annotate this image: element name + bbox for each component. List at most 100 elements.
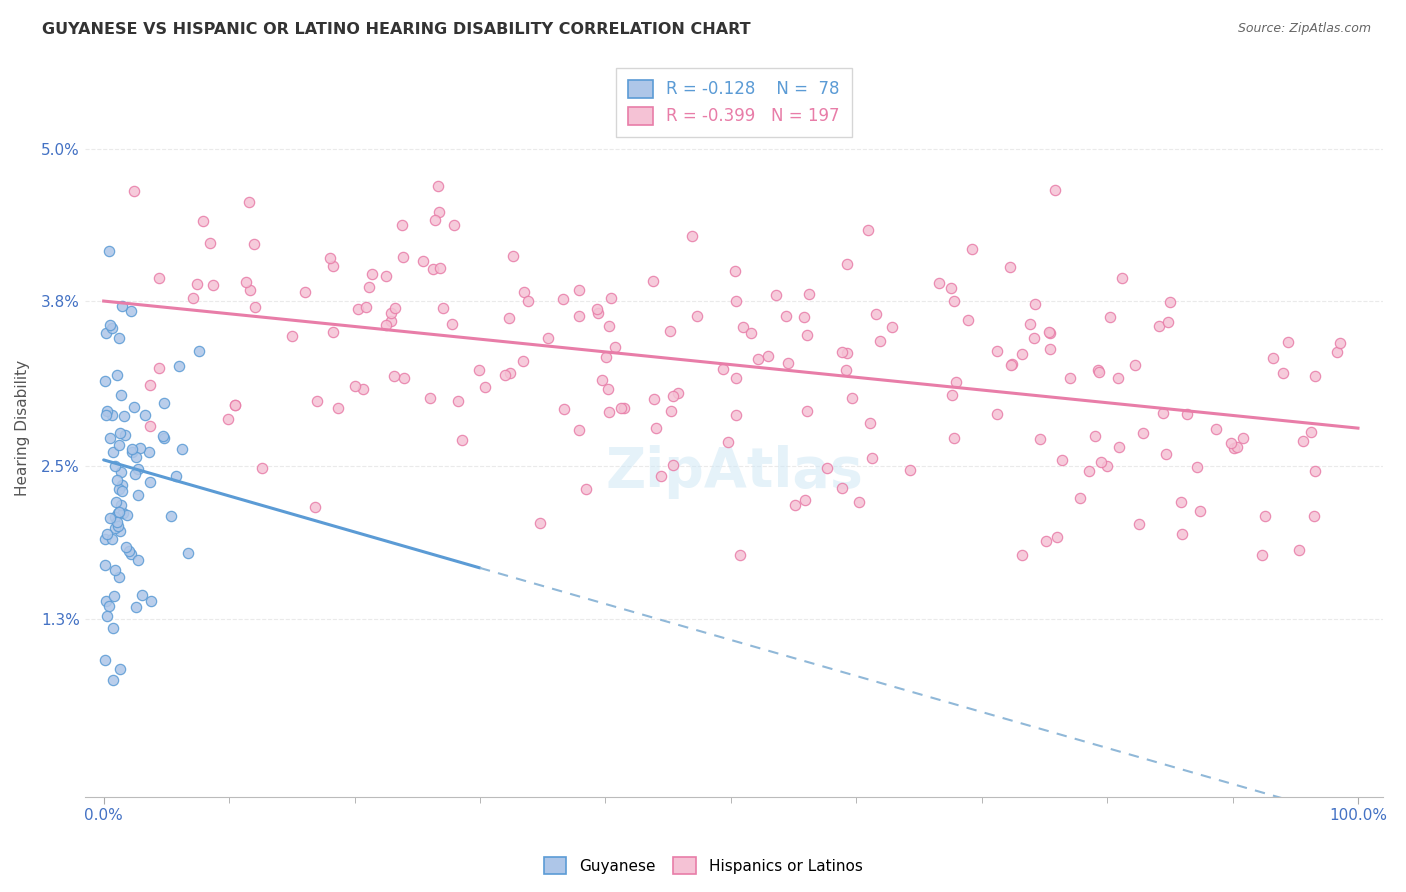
Point [1220,436,1243,450]
Point [107,570,129,584]
Point [432,301,454,316]
Point [598,405,620,419]
Point [641,274,664,288]
Point [1069,491,1091,506]
Point [103,589,125,603]
Point [159,508,181,523]
Point [474,380,496,394]
Point [107,519,129,533]
Point [1001,357,1024,371]
Point [281,328,304,343]
Point [359,280,381,294]
Point [1038,326,1060,340]
Point [1045,183,1067,197]
Point [114,428,136,442]
Point [121,442,143,457]
Point [107,331,129,345]
Point [513,285,536,300]
Point [1299,425,1322,439]
Point [1277,334,1299,349]
Point [586,301,609,316]
Point [848,495,870,509]
Point [304,500,326,514]
Point [659,404,682,418]
Point [882,319,904,334]
Point [1000,358,1022,372]
Point [681,228,703,243]
Point [120,548,142,562]
Point [1024,296,1046,310]
Point [1303,369,1326,384]
Point [1128,516,1150,531]
Point [104,521,127,535]
Point [243,237,266,252]
Point [322,259,344,273]
Point [101,445,124,459]
Point [512,353,534,368]
Point [815,461,838,475]
Point [1046,530,1069,544]
Point [131,588,153,602]
Point [956,312,979,326]
Point [138,378,160,392]
Point [831,344,853,359]
Point [167,359,190,374]
Point [101,621,124,635]
Point [391,218,413,232]
Point [391,250,413,264]
Point [1087,363,1109,377]
Point [666,385,689,400]
Point [1132,426,1154,441]
Text: GUYANESE VS HISPANIC OR LATINO HEARING DISABILITY CORRELATION CHART: GUYANESE VS HISPANIC OR LATINO HEARING D… [42,22,751,37]
Point [361,267,384,281]
Point [120,304,142,318]
Point [121,445,143,459]
Point [103,458,125,473]
Point [98,318,121,332]
Point [153,432,176,446]
Point [118,544,141,558]
Point [446,393,468,408]
Point [224,398,246,412]
Point [1250,548,1272,562]
Point [1303,464,1326,478]
Point [568,283,591,297]
Point [1187,459,1209,474]
Point [499,367,522,381]
Point [1253,509,1275,524]
Point [775,310,797,324]
Point [1170,495,1192,509]
Point [115,541,138,555]
Point [1154,447,1177,461]
Point [111,484,134,499]
Point [1011,347,1033,361]
Point [610,401,633,416]
Point [724,371,747,385]
Point [1088,365,1111,379]
Point [1095,459,1118,474]
Legend: R = -0.128    N =  78, R = -0.399   N = 197: R = -0.128 N = 78, R = -0.399 N = 197 [616,68,852,137]
Point [450,433,472,447]
Point [1107,370,1129,384]
Point [177,546,200,560]
Point [108,662,131,676]
Point [835,346,858,360]
Point [380,314,402,328]
Point [110,425,132,440]
Point [108,524,131,538]
Point [148,361,170,376]
Point [94,533,117,547]
Point [96,404,118,418]
Point [186,277,208,292]
Point [1123,358,1146,372]
Point [747,352,769,367]
Point [96,527,118,541]
Point [591,373,613,387]
Point [856,222,879,236]
Point [127,488,149,502]
Point [100,532,122,546]
Point [658,324,681,338]
Point [412,254,434,268]
Point [1038,326,1060,340]
Point [568,423,591,437]
